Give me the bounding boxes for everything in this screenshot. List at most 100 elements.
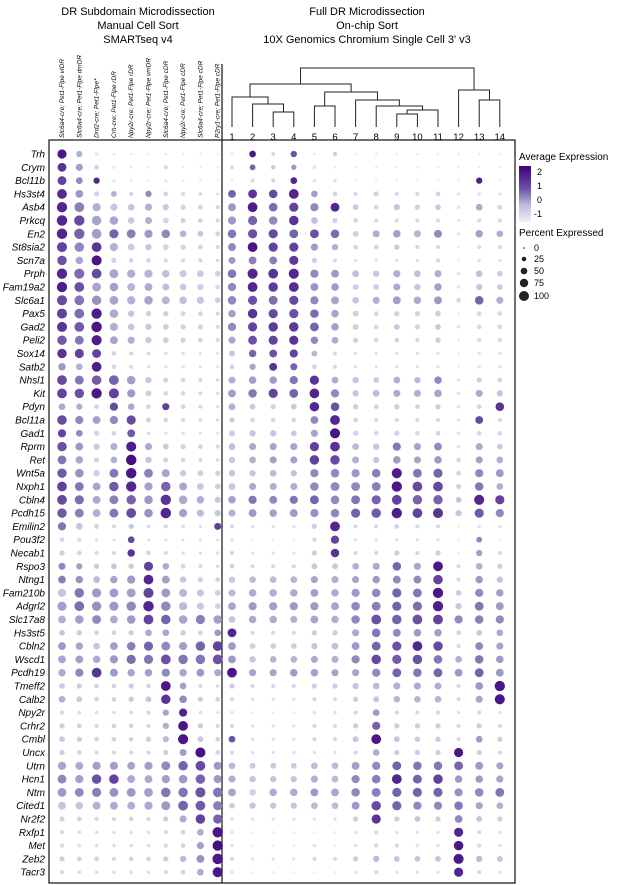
dot-ret-cluster-8 <box>373 456 380 464</box>
dot-hs3st5-cluster-11 <box>434 629 442 637</box>
dot-prkcq-cluster-2 <box>248 215 258 226</box>
dot-tacr3-cluster-13 <box>477 870 482 875</box>
dot-pax5-cluster-12 <box>457 312 460 315</box>
dot-ntm-cluster-2 <box>249 789 256 796</box>
dot-nhsl1-smartseq-2 <box>74 375 84 385</box>
dot-ret-cluster-10 <box>413 456 421 464</box>
dot-sox14-cluster-2 <box>248 349 257 358</box>
dot-prkcq-cluster-14 <box>497 218 502 223</box>
dot-pax5-cluster-13 <box>476 311 482 316</box>
dot-utrn-smartseq-7 <box>161 761 171 771</box>
dot-nhsl1-cluster-13 <box>476 377 482 383</box>
dot-rxfp1-smartseq-3 <box>94 830 99 834</box>
dot-prkcq-cluster-4 <box>289 215 299 226</box>
dot-wscd1-smartseq-5 <box>126 654 136 664</box>
dot-st8sia2-cluster-2 <box>247 242 258 252</box>
dot-utrn-smartseq-2 <box>75 761 84 770</box>
dot-trh-smartseq-2 <box>76 150 83 158</box>
dot-met-smartseq-6 <box>146 843 151 848</box>
gene-label-gad2: Gad2 <box>21 322 46 333</box>
dot-slc17a8-smartseq-6 <box>143 614 154 625</box>
dot-pcdh15-cluster-1 <box>228 509 236 517</box>
dot-peli2-smartseq-3 <box>91 335 102 346</box>
gene-label-slc6a1: Slc6a1 <box>14 296 45 307</box>
dot-trh-smartseq-10 <box>216 152 219 156</box>
dendro-branch-56-7 <box>324 91 378 106</box>
dot-cited1-cluster-6 <box>331 802 339 810</box>
dot-pax5-cluster-14 <box>497 311 503 316</box>
dot-hs3st4-cluster-12 <box>456 192 461 196</box>
dot-pax5-smartseq-7 <box>163 310 169 317</box>
dot-calb2-cluster-13 <box>475 695 483 703</box>
dot-cited1-smartseq-7 <box>161 801 171 811</box>
dot-nhsl1-cluster-8 <box>373 377 380 383</box>
dot-cbln4-smartseq-6 <box>144 495 153 505</box>
dot-gad2-smartseq-10 <box>215 324 220 329</box>
dot-calb2-cluster-12 <box>456 697 461 702</box>
dot-nhsl1-smartseq-4 <box>109 375 119 385</box>
dot-adgrl2-cluster-8 <box>371 601 381 611</box>
dot-fam210b-smartseq-1 <box>57 588 67 598</box>
dot-prph-cluster-10 <box>414 270 421 278</box>
dot-slc6a1-smartseq-4 <box>109 295 119 305</box>
dot-trh-cluster-2 <box>249 150 256 158</box>
dot-wnt5a-smartseq-3 <box>93 470 100 477</box>
dot-satb2-cluster-6 <box>332 364 338 369</box>
dot-satb2-smartseq-8 <box>181 365 185 369</box>
gene-label-rprm: Rprm <box>21 442 45 453</box>
dot-tmeff2-smartseq-9 <box>198 683 203 689</box>
dot-zeb2-cluster-2 <box>250 857 255 861</box>
dot-rprm-cluster-14 <box>496 443 503 450</box>
dot-peli2-cluster-13 <box>477 338 482 343</box>
dot-uncx-cluster-14 <box>497 750 502 755</box>
dot-wscd1-smartseq-8 <box>178 654 188 665</box>
dot-scn7a-cluster-12 <box>457 259 460 262</box>
dot-cited1-smartseq-4 <box>109 801 118 810</box>
gene-label-rxfp1: Rxfp1 <box>19 828 45 839</box>
dot-en2-smartseq-2 <box>74 228 85 239</box>
dot-zeb2-smartseq-9 <box>196 854 205 863</box>
dot-gad1-cluster-9 <box>394 430 400 436</box>
dot-gad2-smartseq-7 <box>162 324 169 330</box>
dot-bcl11a-cluster-5 <box>310 416 319 424</box>
dot-wnt5a-cluster-4 <box>290 470 297 477</box>
dot-sox14-smartseq-3 <box>92 349 102 358</box>
dot-adgrl2-smartseq-10 <box>214 603 221 610</box>
dot-trh-smartseq-5 <box>129 152 133 156</box>
dot-npy2r-smartseq-6 <box>146 710 151 715</box>
dot-uncx-smartseq-8 <box>179 748 187 757</box>
dot-trh-cluster-7 <box>354 152 357 156</box>
dendro-branch-5-6 <box>313 105 336 127</box>
dot-hcn1-smartseq-8 <box>178 774 188 784</box>
dot-necab1-smartseq-5 <box>127 549 135 557</box>
dot-pou3f2-cluster-4 <box>292 538 295 541</box>
dot-pcdh19-cluster-5 <box>310 668 319 677</box>
dot-rprm-cluster-4 <box>290 443 298 451</box>
dot-hs3st5-cluster-7 <box>352 629 360 637</box>
dot-pdyn-cluster-8 <box>373 404 379 410</box>
dot-pdyn-cluster-11 <box>435 404 441 410</box>
dot-fam210b-cluster-14 <box>496 589 504 597</box>
dot-slc6a1-smartseq-6 <box>144 296 153 305</box>
dot-hcn1-cluster-12 <box>454 775 463 783</box>
dot-kit-smartseq-3 <box>91 388 102 399</box>
dot-rspo3-smartseq-2 <box>76 563 83 570</box>
dot-fam19a2-smartseq-4 <box>109 282 119 292</box>
dot-rspo3-cluster-8 <box>372 562 380 570</box>
dot-tmeff2-smartseq-10 <box>216 684 220 688</box>
dot-hcn1-smartseq-5 <box>127 775 136 784</box>
dot-tacr3-cluster-1 <box>230 870 234 874</box>
dot-tacr3-smartseq-4 <box>112 870 116 874</box>
dot-pcdh15-smartseq-7 <box>160 507 172 519</box>
dot-utrn-smartseq-8 <box>178 761 188 771</box>
dot-cited1-smartseq-2 <box>75 801 84 810</box>
dot-satb2-cluster-7 <box>353 365 358 369</box>
dot-wnt5a-cluster-3 <box>269 469 277 477</box>
dot-pax5-smartseq-1 <box>56 308 68 319</box>
dot-hs3st4-cluster-5 <box>311 190 318 198</box>
dot-cbln2-cluster-3 <box>270 643 277 649</box>
dot-rspo3-cluster-1 <box>229 563 235 569</box>
dot-tmeff2-cluster-1 <box>229 683 235 689</box>
dot-adgrl2-cluster-4 <box>289 602 298 611</box>
dot-trh-cluster-8 <box>375 152 378 156</box>
